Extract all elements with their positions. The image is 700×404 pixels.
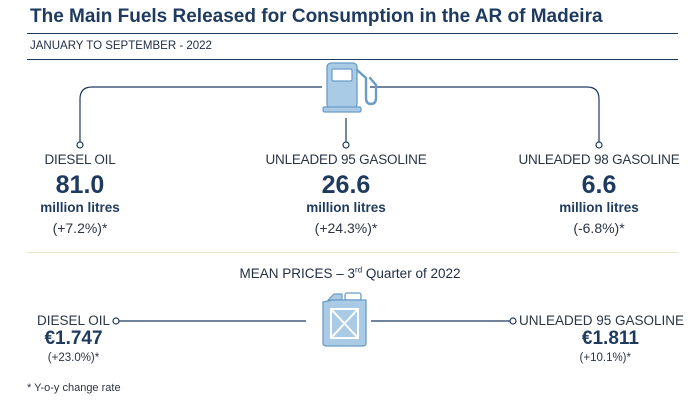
fuel-name: DIESEL OIL — [44, 152, 116, 167]
price-change-rate: (+23.0%)* — [47, 352, 100, 364]
fuel-unleaded-95: UNLEADED 95 GASOLINE 26.6 million litres… — [246, 152, 446, 236]
fuel-volume-value: 81.0 — [55, 171, 105, 199]
fuel-change-rate: (-6.8%)* — [573, 220, 625, 236]
subtitle-rule — [27, 59, 678, 60]
footnote: * Y-o-y change rate — [27, 382, 121, 394]
fuel-volume-unit: million litres — [306, 200, 386, 215]
price-diesel-oil: DIESEL OIL €1.747 (+23.0%)* — [37, 313, 110, 364]
price-fuel-name: DIESEL OIL — [37, 313, 111, 328]
fuel-volume-unit: million litres — [559, 200, 639, 215]
price-fuel-name: UNLEADED 95 GASOLINE — [519, 313, 685, 328]
price-value: €1.747 — [44, 328, 103, 349]
fuel-volume-unit: million litres — [40, 200, 120, 215]
fuel-change-rate: (+7.2%)* — [52, 220, 108, 236]
jerrycan-icon — [322, 292, 367, 347]
page-title: The Main Fuels Released for Consumption … — [30, 6, 603, 27]
section-divider — [27, 252, 678, 253]
mean-prices-title: MEAN PRICES – 3rd Quarter of 2022 — [239, 265, 461, 281]
price-value: €1.811 — [581, 328, 639, 349]
period-subtitle: JANUARY TO SEPTEMBER - 2022 — [30, 40, 212, 52]
fuel-name: UNLEADED 95 GASOLINE — [265, 152, 427, 167]
fuel-name: UNLEADED 98 GASOLINE — [518, 152, 680, 167]
title-rule — [27, 33, 678, 34]
fuel-volume-value: 6.6 — [581, 171, 617, 199]
fuel-diesel-oil: DIESEL OIL 81.0 million litres (+7.2%)* — [30, 152, 130, 236]
fuel-volume-value: 26.6 — [321, 171, 371, 199]
price-unleaded-95: UNLEADED 95 GASOLINE €1.811 (+10.1%)* — [519, 313, 685, 364]
fuel-change-rate: (+24.3%)* — [314, 220, 378, 236]
fuel-pump-icon — [322, 62, 378, 113]
price-change-rate: (+10.1%)* — [579, 352, 631, 364]
fuel-unleaded-98: UNLEADED 98 GASOLINE 6.6 million litres … — [504, 152, 694, 236]
